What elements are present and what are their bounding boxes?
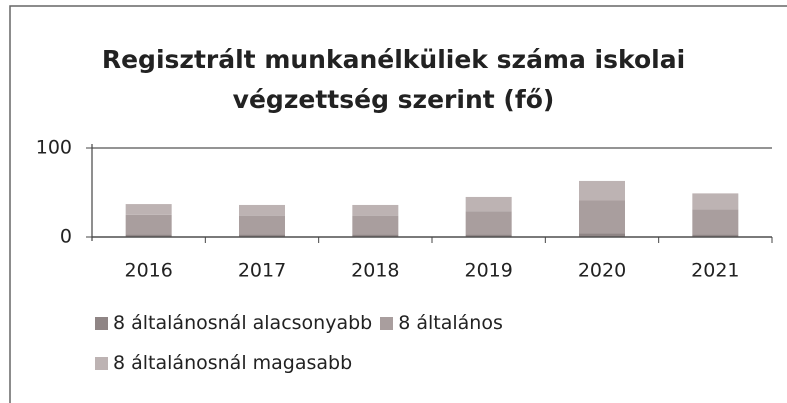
y-tick-label: 100 (36, 137, 72, 159)
bar-segment (579, 180, 625, 201)
bar-segment (352, 234, 399, 237)
bar-segment (239, 204, 285, 216)
bar-segment (125, 234, 172, 237)
legend-label: 8 általánosnál magasabb (113, 352, 353, 374)
bar-segment (465, 234, 512, 237)
x-tick-label: 2019 (464, 260, 512, 282)
legend: 8 általánosnál alacsonyabb 8 általános 8 á… (95, 312, 595, 374)
bar-segment (465, 211, 512, 235)
legend-item: 8 általánosnál alacsonyabb (95, 312, 372, 334)
legend-item: 8 általános (380, 312, 503, 334)
x-tick-label: 2017 (238, 260, 286, 282)
chart-title: Regisztrált munkanélküliek száma iskolai… (101, 45, 686, 114)
frame (9, 5, 787, 403)
bar-segment (239, 215, 285, 235)
bar-segment (692, 209, 739, 235)
legend-item: 8 általánosnál magasabb (95, 352, 352, 374)
bar-segment (579, 200, 625, 234)
bar-segment (692, 234, 739, 237)
x-tick-label: 2016 (124, 260, 172, 282)
bar-segment (465, 196, 512, 212)
legend-swatch (380, 316, 394, 330)
legend-label: 8 általános (398, 312, 503, 334)
x-tick-label: 2021 (691, 260, 739, 282)
bar-segment (579, 233, 625, 237)
bar-segment (125, 214, 172, 235)
bar-segment (352, 204, 399, 216)
legend-swatch (95, 356, 108, 370)
x-tick-label: 2018 (351, 260, 399, 282)
bar-segment (692, 193, 739, 210)
legend-swatch (95, 316, 108, 330)
x-tick-label: 2020 (578, 260, 626, 282)
bar-segment (352, 215, 399, 235)
y-tick-label: 0 (60, 226, 72, 248)
legend-label: 8 általánosnál alacsonyabb (113, 312, 373, 334)
bar-segment (125, 204, 172, 215)
bar-segment (239, 234, 285, 237)
